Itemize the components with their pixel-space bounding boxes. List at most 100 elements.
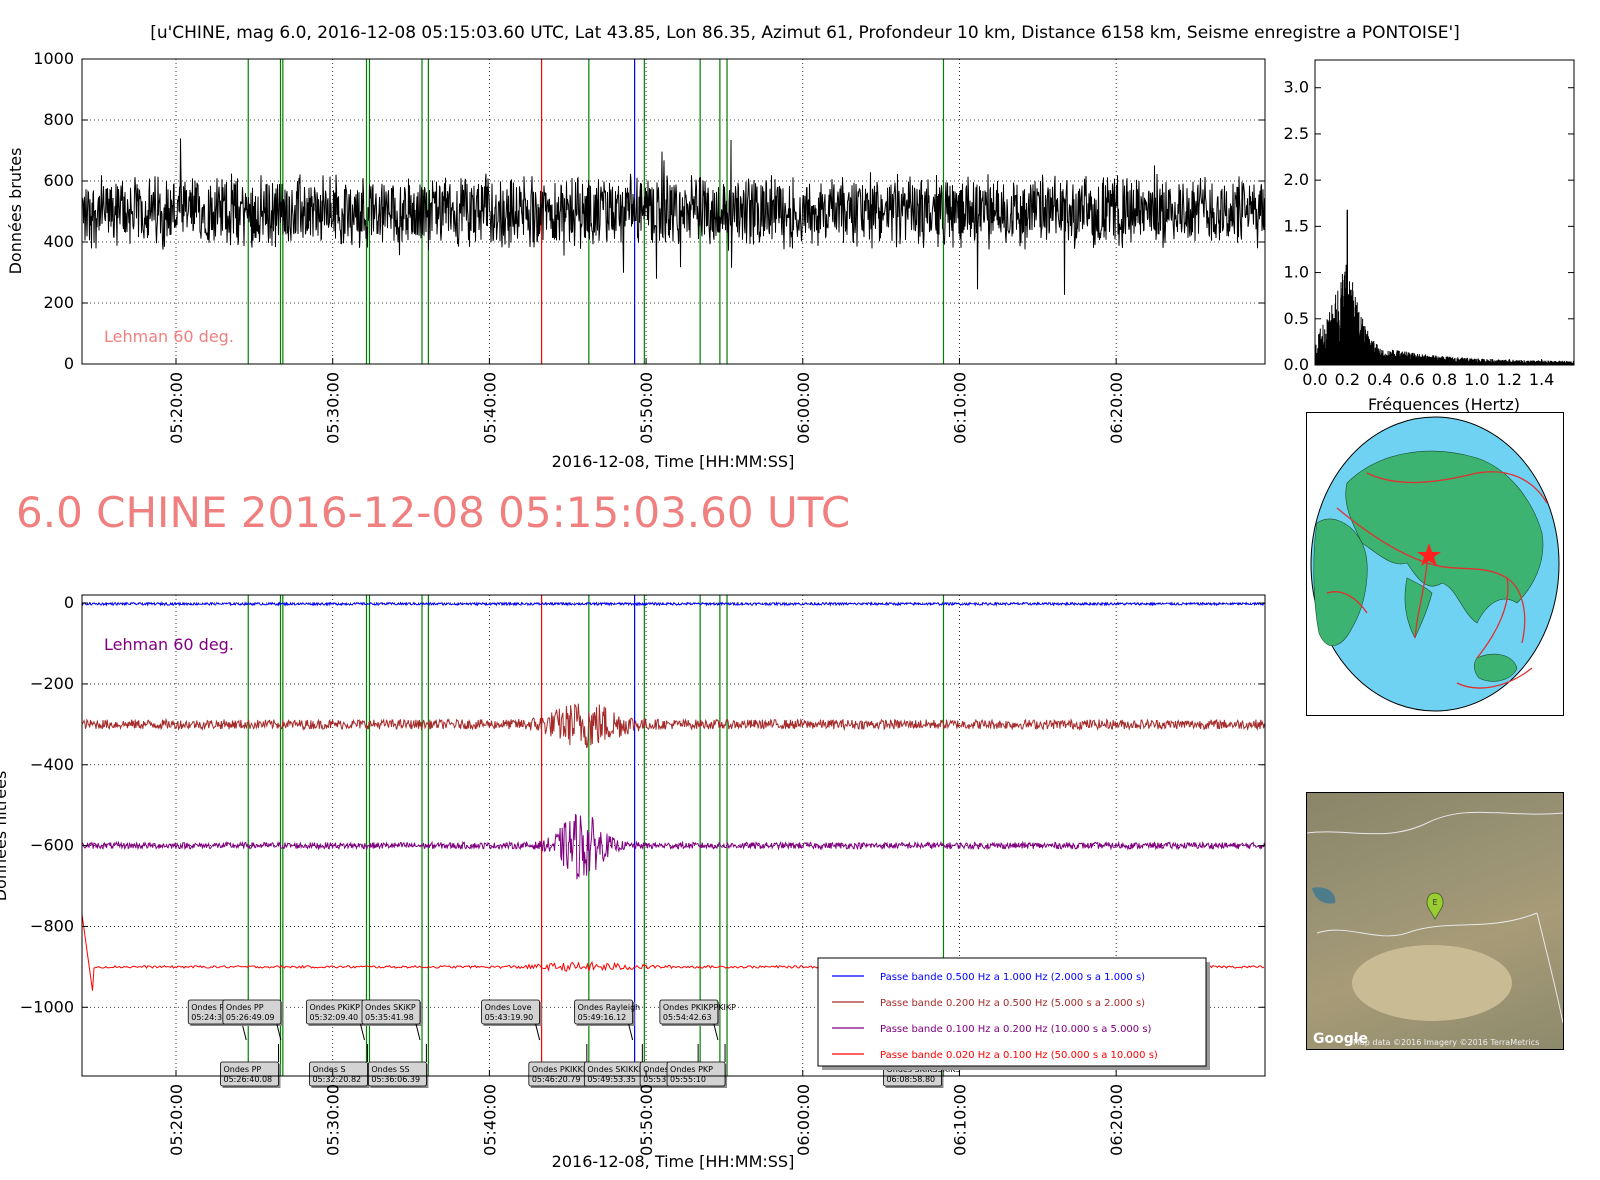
legend-entry: Passe bande 0.200 Hz a 0.500 Hz (5.000 s…	[880, 998, 1145, 1009]
event-heading: 6.0 CHINE 2016-12-08 05:15:03.60 UTC	[16, 488, 851, 537]
filtered-y-tick-label: −400	[30, 755, 74, 774]
filtered-y-label: Données filtrées	[0, 771, 10, 902]
map-land-australia	[1473, 653, 1518, 682]
satellite-lake	[1312, 887, 1336, 904]
raw-x-tick-label: 05:30:00	[324, 372, 343, 444]
map-land-eurasia	[1345, 450, 1544, 624]
spectrum-y-tick-label: 3.0	[1284, 78, 1309, 97]
phase-name: Ondes SS	[371, 1065, 409, 1074]
raw-x-ticks: 05:20:00 05:30:00 05:40:00 05:50:00 06:00:00…	[167, 358, 1126, 444]
filtered-x-tick-label: 05:50:00	[637, 1084, 656, 1156]
filtered-x-ticks: 05:20:00 05:30:00 05:40:00 05:50:00 06:00:00…	[167, 1070, 1126, 1156]
spectrum-y-tick-label: 1.0	[1284, 263, 1309, 282]
figure-title: [u'CHINE, mag 6.0, 2016-12-08 05:15:03.6…	[150, 23, 1460, 43]
phase-name: Ondes PKiKP	[309, 1003, 360, 1012]
phase-arrow	[276, 1023, 282, 1041]
raw-y-tick-label: 0	[64, 354, 74, 373]
phase-arrow	[415, 1023, 421, 1041]
phase-name: Ondes PP	[223, 1065, 261, 1074]
satellite-map-panel: E Google Map data ©2016 Imagery ©2016 Te…	[1306, 792, 1564, 1050]
filtered-y-tick-label: −1000	[20, 997, 74, 1016]
raw-x-label: 2016-12-08, Time [HH:MM:SS]	[552, 452, 795, 471]
phase-time: 05:32:09.40	[309, 1013, 358, 1022]
raw-y-tick-label: 600	[43, 171, 74, 190]
spectrum-y-tick-label: 2.0	[1284, 170, 1309, 189]
google-logo: Google	[1313, 1031, 1369, 1047]
phase-time: 05:49:16.12	[578, 1013, 627, 1022]
phase-name: Ondes SKIKKIKP	[587, 1065, 651, 1074]
satellite-map: E	[1307, 811, 1563, 1024]
phase-name: Ondes P	[191, 1003, 224, 1012]
filtered-x-tick-label: 06:10:00	[950, 1084, 969, 1156]
phase-arrow	[628, 1023, 634, 1041]
phase-time: 05:32:20.82	[312, 1075, 361, 1084]
filtered-y-tick-label: 0	[64, 593, 74, 612]
spectrum-x-tick-label: 0.6	[1399, 370, 1424, 389]
map-pin-icon	[1426, 892, 1444, 920]
phase-name: Ondes PKIKKIKP	[532, 1065, 596, 1074]
raw-y-tick-label: 200	[43, 293, 74, 312]
legend-entry: Passe bande 0.100 Hz a 0.200 Hz (10.000 …	[880, 1024, 1152, 1035]
phase-name: Ondes SKiKP	[365, 1003, 416, 1012]
phase-time: 05:24:36.58	[191, 1013, 240, 1022]
legend-entry: Passe bande 0.020 Hz a 0.100 Hz (50.000 …	[880, 1050, 1158, 1061]
phase-time: 05:43:19.90	[485, 1013, 534, 1022]
filtered-x-tick-label: 05:40:00	[480, 1084, 499, 1156]
filtered-y-ticks: 0 −200 −400 −600 −800 −1000	[20, 593, 1265, 1016]
raw-x-tick-label: 05:20:00	[167, 372, 186, 444]
phase-name: Ondes PKP	[670, 1065, 713, 1074]
raw-y-tick-label: 800	[43, 110, 74, 129]
spectrum-x-tick-label: 1.4	[1529, 370, 1554, 389]
spectrum-x-tick-label: 0.4	[1367, 370, 1392, 389]
spectrum-y-tick-label: 0.5	[1284, 309, 1309, 328]
filtered-trace-2	[81, 703, 1265, 749]
spectrum-x-tick-label: 0.0	[1302, 370, 1327, 389]
filtered-phase-lines	[247, 595, 945, 1076]
filtered-x-tick-label: 05:30:00	[324, 1084, 343, 1156]
map-pin-label: E	[1432, 898, 1437, 907]
raw-x-tick-label: 06:10:00	[950, 372, 969, 444]
phase-arrow	[535, 1023, 541, 1041]
epicenter-star	[1417, 543, 1441, 566]
phase-name: Ondes Rayleigh	[578, 1003, 641, 1012]
raw-x-tick-label: 05:50:00	[637, 372, 656, 444]
satellite-credit: Map data ©2016 Imagery ©2016 TerraMetric…	[1353, 1038, 1540, 1047]
filtered-y-tick-label: −800	[30, 916, 74, 935]
raw-x-tick-label: 06:20:00	[1107, 372, 1126, 444]
spectrum-x-tick-label: 1.0	[1464, 370, 1489, 389]
phase-time: 06:08:58.80	[886, 1075, 935, 1084]
filtered-y-tick-label: −600	[30, 836, 74, 855]
raw-y-ticks: 0 200 400 600 800 1000	[33, 49, 1265, 373]
phase-time: 05:46:20.79	[532, 1075, 581, 1084]
phase-time: 05:36:06.39	[371, 1075, 420, 1084]
phase-arrow	[241, 1023, 247, 1041]
raw-y-tick-label: 1000	[33, 49, 74, 68]
legend-entry: Passe bande 0.500 Hz a 1.000 Hz (2.000 s…	[880, 972, 1145, 983]
filtered-annotation: Lehman 60 deg.	[104, 635, 234, 654]
map-plate-boundaries	[1326, 471, 1548, 689]
phase-name: Ondes Love	[485, 1003, 532, 1012]
phase-arrow	[360, 1023, 365, 1041]
map-land-india	[1404, 577, 1433, 639]
phase-time: 05:26:40.08	[223, 1075, 272, 1084]
filtered-y-tick-label: −200	[30, 674, 74, 693]
spectrum-y-tick-label: 0.0	[1284, 355, 1309, 374]
raw-x-tick-label: 06:00:00	[794, 372, 813, 444]
phase-time: 05:55:10	[670, 1075, 706, 1084]
phase-name: Ondes S	[312, 1065, 345, 1074]
raw-x-tick-label: 05:40:00	[480, 372, 499, 444]
phase-time: 05:26:49.09	[226, 1013, 275, 1022]
spectrum-y-ticks: 0.0 0.5 1.0 1.5 2.0 2.5 3.0	[1284, 78, 1574, 374]
phase-name: Ondes PKIKPPKIKP	[663, 1003, 736, 1012]
spectrum-x-label: Fréquences (Hertz)	[1368, 395, 1520, 414]
filtered-x-tick-label: 05:20:00	[167, 1084, 186, 1156]
raw-annotation: Lehman 60 deg.	[104, 327, 234, 346]
